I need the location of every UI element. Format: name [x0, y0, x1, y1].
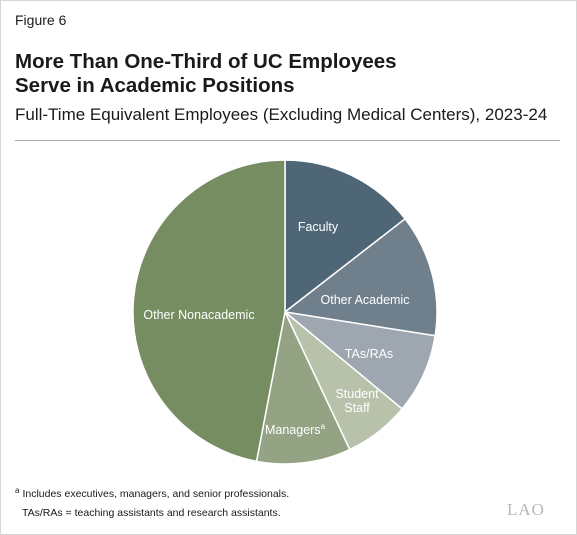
pie-label-other-nonacademic: Other Nonacademic — [143, 308, 254, 322]
pie-label-student-staff: Student Staff — [335, 387, 379, 415]
pie-label-tas-ras: TAs/RAs — [345, 347, 393, 361]
pie-label-faculty: Faculty — [298, 220, 339, 234]
pie-slice-faculty — [284, 159, 407, 314]
chart-subtitle: Full-Time Equivalent Employees (Excludin… — [15, 105, 548, 124]
pie-slice-other-academic — [283, 217, 438, 337]
pie-slice-managers — [255, 309, 351, 465]
chart-title-line-1: More Than One-Third of UC Employees — [15, 50, 397, 73]
figure-label: Figure 6 — [15, 12, 67, 28]
header-divider — [15, 140, 560, 141]
footnote-a: a Includes executives, managers, and seni… — [15, 486, 289, 500]
footnote-a-text: Includes executives, managers, and senio… — [22, 488, 290, 500]
footnote-abbreviation: TAs/RAs = teaching assistants and resear… — [22, 507, 281, 519]
chart-title-line-2: Serve in Academic Positions — [15, 74, 295, 97]
pie-label-other-academic: Other Academic — [321, 293, 410, 307]
pie-slice-other-nonacademic — [132, 159, 286, 463]
lao-logo: LAO — [507, 500, 545, 519]
pie-label-managers: Managersa — [265, 422, 326, 437]
chart-title: More Than One-Third of UC Employees Serv… — [15, 50, 555, 98]
footnote-marker: a — [15, 486, 20, 495]
